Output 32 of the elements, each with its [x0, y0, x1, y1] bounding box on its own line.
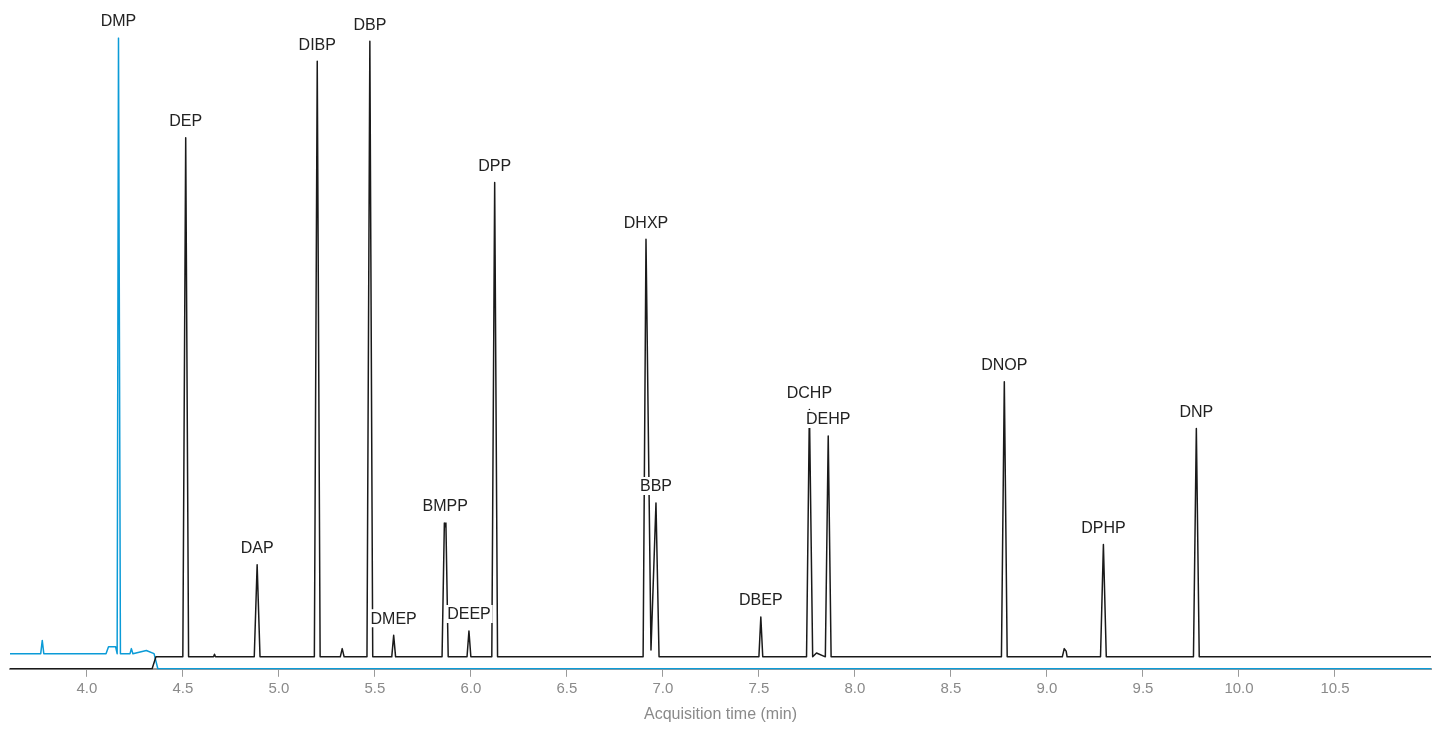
x-tick-label: 8.5 [940, 678, 962, 696]
annotation: DEP [169, 112, 203, 130]
annotation: DBEP [739, 591, 783, 609]
x-axis-title: Acquisition time (min) [644, 704, 797, 722]
annotation: DEHP [806, 410, 851, 428]
annotation: DNOP [981, 356, 1028, 374]
x-tick-label: 6.0 [460, 678, 482, 696]
annotation: DHXP [623, 213, 669, 231]
x-tick-label: 5.0 [268, 678, 290, 696]
annotation: DCHP [786, 383, 833, 401]
annotation: DIBP [298, 35, 336, 53]
annotation: DPHP [1081, 518, 1126, 536]
x-tick-label: 4.5 [172, 678, 194, 696]
x-tick-label: 8.0 [844, 678, 866, 696]
annotation: DMEP [370, 609, 417, 627]
annotation: DEEP [447, 605, 491, 623]
annotation: BMPP [422, 497, 468, 515]
x-tick-label: 10.5 [1320, 678, 1350, 696]
x-tick-label: 6.5 [556, 678, 578, 696]
x-tick-label: 10.0 [1224, 678, 1254, 696]
annotation: BBP [639, 477, 672, 495]
annotation: DPP [478, 156, 512, 174]
x-tick-label: 4.0 [76, 678, 98, 696]
annotation: DMP [100, 12, 137, 30]
x-tick-label: 7.5 [748, 678, 770, 696]
annotation: DBP [353, 15, 387, 33]
annotation: DAP [240, 539, 274, 557]
x-tick-label: 5.5 [364, 678, 386, 696]
x-tick-label: 9.5 [1132, 678, 1154, 696]
x-tick-label: 9.0 [1036, 678, 1058, 696]
annotation: DNP [1179, 402, 1214, 420]
x-tick-label: 7.0 [652, 678, 674, 696]
